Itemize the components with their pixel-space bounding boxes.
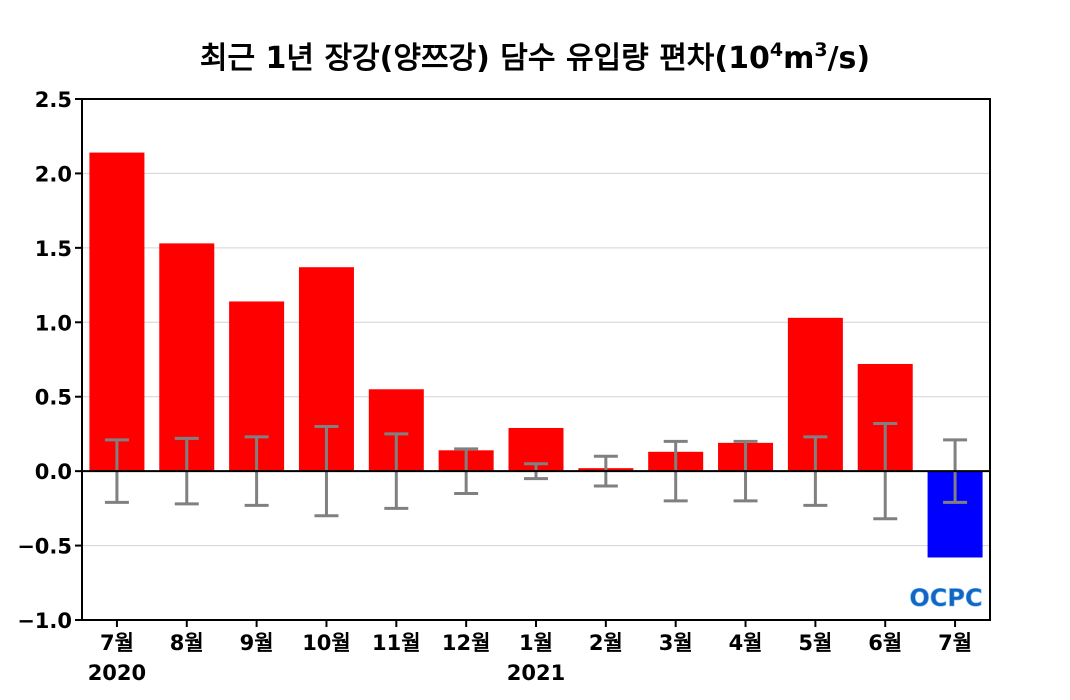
x-tick-label-4: 11월 [372, 631, 421, 655]
y-tick-label-7: 2.5 [35, 88, 72, 112]
y-tick-label-5: 1.5 [35, 237, 72, 261]
axes-layer [75, 98, 991, 627]
x-tick-label-10: 5월 [798, 631, 832, 655]
x-tick-label-11: 6월 [868, 631, 902, 655]
x-tick-label-8: 3월 [659, 631, 693, 655]
bars-layer [89, 152, 983, 558]
bar-0 [89, 152, 145, 472]
x-tick-label-6: 1월 [519, 631, 553, 655]
ocpc-logo-text: OCPC [909, 584, 982, 612]
y-tick-label-4: 1.0 [35, 311, 72, 335]
chart-title-main: 최근 1년 장강(양쯔강) 담수 유입량 편차(10 [200, 41, 770, 76]
chart-title-mid: m [783, 41, 814, 76]
x-tick-label-3: 10월 [302, 631, 351, 655]
x-tick-label-9: 4월 [729, 631, 763, 655]
chart-title-end: /s) [828, 41, 871, 76]
y-tick-label-3: 0.5 [35, 386, 72, 410]
x-tick-label-7: 2월 [589, 631, 623, 655]
chart-title: 최근 1년 장강(양쯔강) 담수 유입량 편차(104m3/s) [200, 39, 870, 76]
y-tick-label-2: 0.0 [35, 460, 72, 484]
labels-layer: −1.0 −0.5 0.0 0.5 1.0 1.5 2.0 2.5 7월 8월 9월 10월 11월 12… [17, 88, 972, 685]
ocpc-logo: OCPC [909, 584, 983, 613]
y-tick-label-6: 2.0 [35, 162, 72, 186]
chart-title-sup2: 3 [814, 39, 827, 61]
year-label-1: 2021 [507, 661, 565, 685]
x-tick-label-2: 9월 [240, 631, 274, 655]
x-tick-label-1: 8월 [170, 631, 204, 655]
plot-frame [81, 98, 991, 621]
y-tick-label-0: −1.0 [17, 609, 72, 633]
bar-1 [159, 243, 215, 472]
y-tick-label-1: −0.5 [17, 535, 72, 559]
x-tick-label-0: 7월 [100, 631, 134, 655]
grid-layer [82, 172, 990, 547]
year-label-0: 2020 [88, 661, 146, 685]
chart-title-sup1: 4 [770, 39, 783, 61]
x-tick-label-5: 12월 [442, 631, 491, 655]
x-tick-label-12: 7월 [938, 631, 972, 655]
